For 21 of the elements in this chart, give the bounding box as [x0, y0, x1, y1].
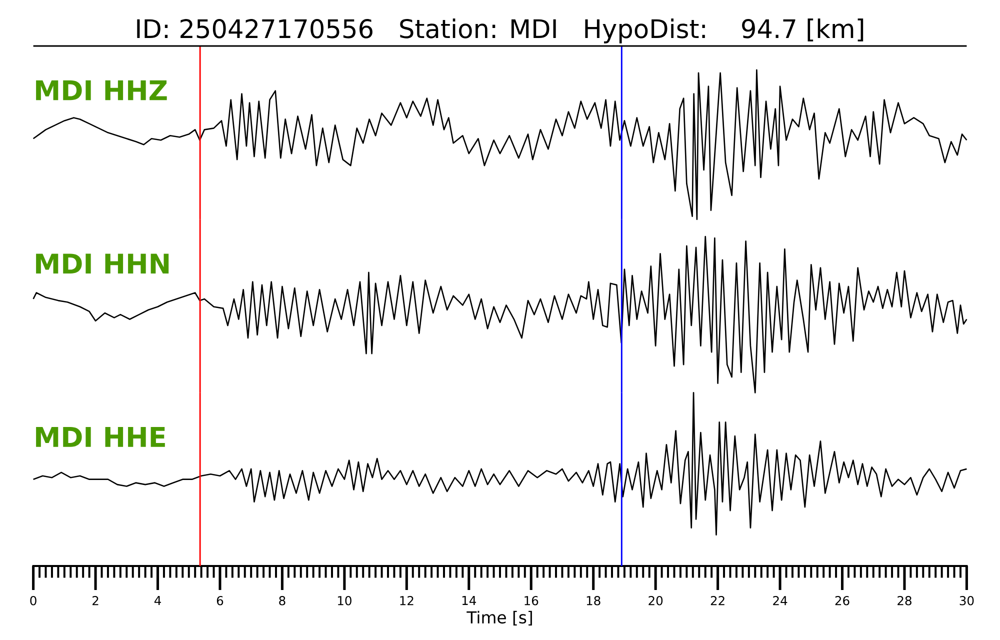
x-tick-label: 12 [400, 596, 414, 606]
x-tick-label: 2 [92, 596, 98, 606]
x-tick-label: 18 [586, 596, 600, 606]
x-tick-label: 14 [462, 596, 476, 605]
x-tick-label: 20 [648, 596, 663, 606]
x-tick-label: 0 [30, 596, 36, 606]
series-label: MDI HHE [36, 427, 165, 447]
x-tick-label: 30 [960, 596, 974, 606]
x-tick-label: 4 [154, 596, 161, 605]
x-tick-label: 10 [338, 596, 352, 606]
series-label: MDI HHN [36, 254, 169, 274]
x-tick-label: 28 [898, 596, 912, 606]
x-axis-title: Time [s] [466, 610, 532, 626]
x-tick-label: 22 [710, 596, 724, 606]
x-tick-label: 8 [279, 596, 286, 606]
series-label: MDI HHZ [36, 80, 167, 100]
x-tick-label: 24 [773, 596, 788, 606]
x-tick-label: 16 [524, 596, 538, 606]
chart-title: ID: 250427170556 Station: MDI HypoDist: 94.7 [km] [137, 18, 864, 44]
x-tick-label: 26 [835, 596, 850, 606]
x-tick-label: 6 [216, 596, 224, 606]
